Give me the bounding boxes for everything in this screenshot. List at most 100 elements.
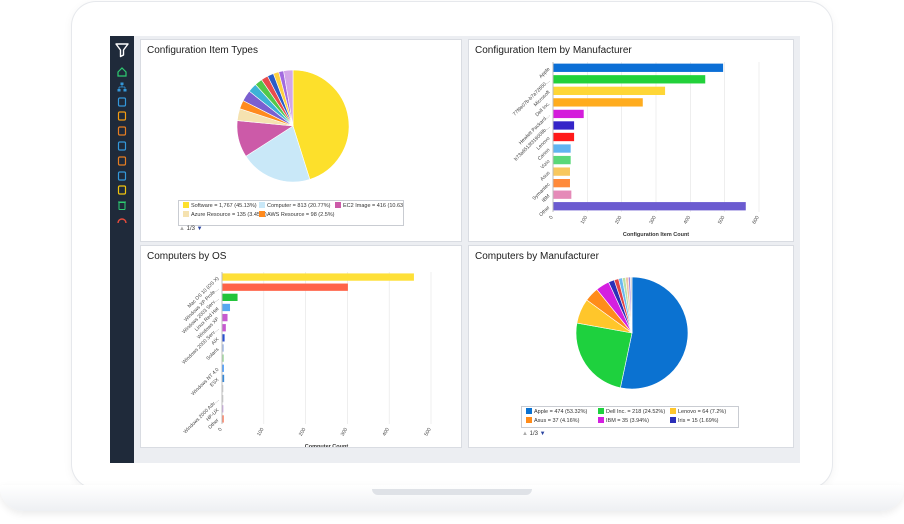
ci-manufacturer-x-tick-label: 500 bbox=[717, 215, 726, 225]
legend-label: IBM = 35 (3.94%) bbox=[606, 417, 649, 424]
computers-os-x-tick-label: 300 bbox=[340, 427, 349, 437]
ci-types-legend-item[interactable]: EC2 Image = 416 (10.63%) bbox=[335, 202, 404, 210]
computers-os-x-tick-label: 500 bbox=[423, 427, 432, 437]
storage-icon[interactable] bbox=[117, 170, 127, 181]
laptop-notch bbox=[372, 489, 532, 495]
panel-title: Configuration Item by Manufacturer bbox=[475, 45, 632, 56]
computers-manufacturer-legend-item[interactable]: Asus = 37 (4.16%) bbox=[526, 416, 580, 425]
ci-manufacturer-bar-9[interactable] bbox=[553, 167, 570, 176]
computers-os-bar-2[interactable] bbox=[222, 293, 238, 301]
computers-manufacturer-legend-item[interactable]: Iris = 15 (1.69%) bbox=[670, 416, 719, 425]
ci-manufacturer-bar-8[interactable] bbox=[553, 155, 571, 165]
computers-manufacturer-legend-item[interactable]: IBM = 35 (3.94%) bbox=[598, 416, 649, 425]
computers-os-x-tick-label: 400 bbox=[382, 427, 391, 437]
ci-manufacturer-bar-11[interactable] bbox=[553, 190, 572, 199]
ci-types-legend: Software = 1,767 (45.13%) Computer = 813 … bbox=[178, 200, 404, 226]
legend-swatch bbox=[183, 210, 189, 217]
legend-label: Asus = 37 (4.16%) bbox=[534, 417, 580, 424]
ci-manufacturer-bar-7[interactable] bbox=[553, 144, 571, 153]
ci-manufacturer-x-tick-label: 100 bbox=[580, 215, 589, 225]
legend-label: Software = 1,767 (45.13%) bbox=[191, 203, 257, 209]
computers-os-bar-9[interactable] bbox=[222, 364, 224, 372]
home-icon[interactable] bbox=[117, 67, 127, 77]
ci-manufacturer-x-tick-label: 400 bbox=[683, 215, 692, 225]
ci-manufacturer-bar-0[interactable] bbox=[553, 63, 724, 72]
computers-os-bar-11[interactable] bbox=[222, 384, 224, 393]
network-icon[interactable] bbox=[117, 141, 127, 151]
ci-manufacturer-bar-12[interactable] bbox=[553, 202, 746, 211]
legend-label: Computer = 813 (20.77%) bbox=[267, 203, 331, 209]
computers-os-bar-8[interactable] bbox=[222, 354, 224, 362]
ci-types-legend-item[interactable]: Azure Resource = 135 (3.45%) bbox=[183, 210, 267, 219]
legend-swatch bbox=[259, 202, 265, 208]
sidebar bbox=[110, 36, 134, 463]
ci-manufacturer-bar-6[interactable] bbox=[553, 132, 575, 142]
legend-label: Lenovo = 64 (7.2%) bbox=[678, 409, 727, 415]
computers-os-bar-7[interactable] bbox=[222, 344, 224, 352]
ci-types-pager[interactable]: ▲ 1/3 ▼ bbox=[179, 226, 203, 232]
pager-down-arrow-icon[interactable]: ▼ bbox=[539, 431, 546, 437]
panel-title: Configuration Item Types bbox=[147, 45, 258, 56]
ci-types-legend-item[interactable]: Software = 1,767 (45.13%) bbox=[183, 202, 257, 210]
legend-label: EC2 Image = 416 (10.63%) bbox=[343, 203, 404, 209]
computers-manufacturer-slice-1[interactable] bbox=[575, 322, 633, 389]
server-icon[interactable] bbox=[117, 156, 127, 166]
stack-icon[interactable] bbox=[117, 185, 127, 195]
ci-types-legend-item[interactable]: AWS Resource = 98 (2.5%) bbox=[259, 210, 335, 219]
computers-os-bar-13[interactable] bbox=[222, 405, 224, 413]
ci-types-slice-1[interactable] bbox=[245, 125, 311, 183]
pager-up-arrow-icon[interactable]: ▲ bbox=[179, 226, 185, 232]
ci-manufacturer-bar-3[interactable] bbox=[553, 98, 643, 107]
computers-os-bar-1[interactable] bbox=[222, 283, 348, 291]
computers-manufacturer-legend-item[interactable]: Apple = 474 (53.32%) bbox=[526, 408, 587, 416]
computers-manufacturer-legend-item[interactable]: Lenovo = 64 (7.2%) bbox=[670, 408, 726, 416]
computers-os-bar-0[interactable] bbox=[222, 273, 414, 281]
ci-types-legend-item[interactable]: Computer = 813 (20.77%) bbox=[259, 202, 330, 210]
computers-os-bar-5[interactable] bbox=[222, 324, 226, 332]
ci-manufacturer-y-tick-label: Apple bbox=[538, 66, 551, 79]
ci-types-slice-0[interactable] bbox=[292, 69, 350, 180]
ci-manufacturer-y-tick-label: IBM bbox=[541, 193, 552, 204]
computers-manufacturer-pager[interactable]: ▲ 1/3 ▼ bbox=[522, 431, 546, 437]
pager-up-arrow-icon[interactable]: ▲ bbox=[522, 431, 528, 437]
users-icon[interactable] bbox=[117, 126, 127, 136]
database-icon[interactable] bbox=[117, 111, 127, 121]
legend-swatch bbox=[259, 210, 265, 217]
pager-text: 1/3 bbox=[186, 226, 195, 232]
ci-manufacturer-x-axis-label: Configuration Item Count bbox=[623, 232, 689, 238]
ci-manufacturer-bar-4[interactable] bbox=[553, 109, 584, 119]
computers-os-bar-12[interactable] bbox=[222, 395, 224, 403]
computers-os-bar-4[interactable] bbox=[222, 313, 228, 322]
computers-manufacturer-pie-chart bbox=[575, 276, 689, 390]
computers-os-bar-6[interactable] bbox=[222, 334, 225, 342]
ci-types-pie-chart bbox=[236, 69, 350, 183]
ci-manufacturer-bar-10[interactable] bbox=[553, 179, 570, 188]
computers-os-y-tick-label: AIX bbox=[210, 336, 220, 346]
ci-manufacturer-bar-1[interactable] bbox=[553, 75, 706, 84]
legend-label: Apple = 474 (53.32%) bbox=[534, 409, 588, 415]
computers-manufacturer-legend: Apple = 474 (53.32%) Dell Inc. = 218 (24.… bbox=[521, 406, 739, 428]
document-icon[interactable] bbox=[117, 96, 127, 107]
ci-manufacturer-bar-2[interactable] bbox=[553, 86, 666, 95]
dashboard-gauge-icon[interactable] bbox=[117, 215, 127, 225]
ci-manufacturer-panel: Configuration Item by Manufacturer 0 100 2… bbox=[468, 39, 794, 242]
sitemap-icon[interactable] bbox=[117, 82, 127, 92]
ci-manufacturer-x-tick-label: 200 bbox=[614, 215, 623, 225]
pager-down-arrow-icon[interactable]: ▼ bbox=[196, 226, 203, 232]
computers-os-x-tick-label: 200 bbox=[298, 427, 307, 437]
trash-icon[interactable] bbox=[117, 200, 127, 211]
computers-os-bar-10[interactable] bbox=[222, 374, 225, 383]
filter-icon[interactable] bbox=[114, 42, 130, 58]
computers-manufacturer-slice-11[interactable] bbox=[630, 276, 633, 334]
legend-swatch bbox=[670, 408, 676, 414]
computers-os-bar-14[interactable] bbox=[222, 415, 224, 423]
ci-manufacturer-x-tick-label: 600 bbox=[751, 215, 760, 225]
computers-os-bar-3[interactable] bbox=[222, 303, 231, 312]
computers-manufacturer-legend-item[interactable]: Dell Inc. = 218 (24.52%) bbox=[598, 408, 665, 416]
legend-label: Iris = 15 (1.69%) bbox=[678, 417, 719, 424]
legend-label: Azure Resource = 135 (3.45%) bbox=[191, 211, 267, 218]
ci-manufacturer-bar-5[interactable] bbox=[553, 121, 575, 130]
pager-text: 1/3 bbox=[529, 431, 538, 437]
ci-types-slice-12[interactable] bbox=[283, 69, 294, 127]
computers-manufacturer-slice-0[interactable] bbox=[620, 276, 689, 390]
